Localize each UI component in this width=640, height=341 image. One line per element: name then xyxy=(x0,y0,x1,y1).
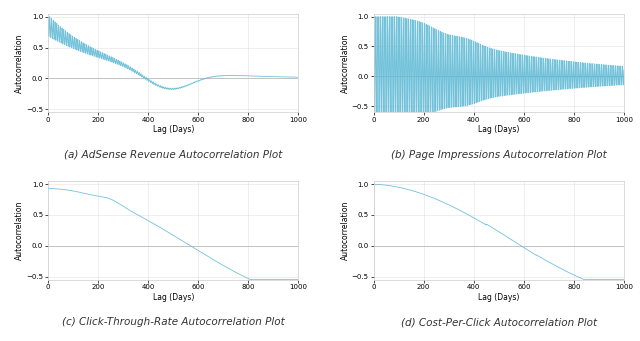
X-axis label: Lag (Days): Lag (Days) xyxy=(152,125,194,134)
Text: (b) Page Impressions Autocorrelation Plot: (b) Page Impressions Autocorrelation Plo… xyxy=(391,150,607,160)
Y-axis label: Autocorrelation: Autocorrelation xyxy=(15,33,24,93)
Text: (c) Click-Through-Rate Autocorrelation Plot: (c) Click-Through-Rate Autocorrelation P… xyxy=(62,317,285,327)
Y-axis label: Autocorrelation: Autocorrelation xyxy=(340,33,349,93)
Text: (d) Cost-Per-Click Autocorrelation Plot: (d) Cost-Per-Click Autocorrelation Plot xyxy=(401,317,597,327)
X-axis label: Lag (Days): Lag (Days) xyxy=(478,293,520,301)
X-axis label: Lag (Days): Lag (Days) xyxy=(152,293,194,301)
Text: (a) AdSense Revenue Autocorrelation Plot: (a) AdSense Revenue Autocorrelation Plot xyxy=(64,150,282,160)
Y-axis label: Autocorrelation: Autocorrelation xyxy=(340,201,349,260)
X-axis label: Lag (Days): Lag (Days) xyxy=(478,125,520,134)
Y-axis label: Autocorrelation: Autocorrelation xyxy=(15,201,24,260)
